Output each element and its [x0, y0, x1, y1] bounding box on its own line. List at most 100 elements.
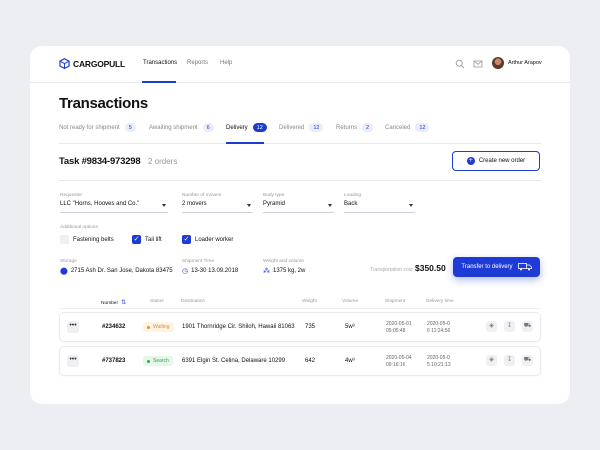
storage-label: Storage — [60, 259, 77, 264]
create-order-button[interactable]: + Create new order — [452, 151, 540, 171]
volume: 5w³ — [345, 324, 355, 330]
body-type-select[interactable]: Pyramid — [263, 201, 334, 213]
user-menu[interactable]: Arthur Arapov — [492, 57, 542, 69]
transfer-to-delivery-button[interactable]: Transfer to delivery — [453, 257, 540, 277]
logo[interactable]: CARGOPULL — [59, 58, 125, 69]
loading-value: Back — [344, 201, 358, 207]
option-fastening-belts[interactable]: Fastening belts — [60, 235, 114, 244]
truck-dispatch-icon[interactable]: ⛟ — [522, 355, 533, 366]
plus-icon: + — [466, 157, 475, 165]
cube-logo-icon — [59, 58, 70, 69]
loading-select[interactable]: Back — [344, 201, 415, 213]
tab-label: Canceled — [385, 124, 411, 131]
body-type-label: Body type — [263, 193, 285, 198]
checkbox-unchecked[interactable] — [60, 235, 69, 244]
weight-volume-text: 1375 kg, 2w — [273, 268, 306, 274]
checkmark-icon[interactable]: ✓ — [132, 235, 141, 244]
destination: 6391 Elgin St. Celina, Delaware 10299 — [182, 358, 286, 364]
tab-awaiting-shipment[interactable]: Awaiting shipment 6 — [149, 123, 214, 132]
tab-label: Delivery — [226, 124, 248, 131]
shipment-date: 2020-05-04 09:16:16 — [386, 355, 412, 368]
main-card: CARGOPULL Transactions Reports Help Arth… — [30, 46, 570, 404]
boxes-icon: ⁂ — [263, 268, 270, 275]
tab-label: Returns — [336, 124, 358, 131]
search-icon[interactable] — [455, 59, 465, 69]
more-options-icon[interactable]: ••• — [67, 321, 79, 333]
requester-label: Requester — [60, 193, 83, 198]
page-title: Transactions — [59, 95, 148, 112]
column-number[interactable]: Number ⇅ — [101, 299, 126, 306]
nav-help[interactable]: Help — [220, 60, 233, 66]
status-text: Search — [153, 358, 169, 364]
tab-count-badge: 2 — [362, 123, 374, 132]
mail-icon[interactable] — [473, 59, 483, 69]
tab-count-badge: 12 — [415, 123, 430, 132]
table-row[interactable]: ••• #234632 Waiting 1901 Thornridge Cir.… — [59, 312, 541, 342]
option-loader-worker[interactable]: ✓ Loader worker — [182, 235, 233, 244]
column-weight: Weight — [302, 299, 317, 304]
weight: 735 — [305, 324, 316, 330]
clock-icon: ◷ — [182, 268, 189, 275]
loading-label: Loading — [344, 193, 362, 198]
download-icon[interactable]: ↧ — [504, 321, 515, 332]
tab-canceled[interactable]: Canceled 12 — [385, 123, 430, 132]
tab-returns[interactable]: Returns 2 — [336, 123, 374, 132]
shipment-date-day: 2020-05-04 — [386, 355, 412, 361]
column-delivery-time: Delivery time — [426, 299, 454, 304]
tab-delivery[interactable]: Delivery 12 — [226, 123, 267, 132]
nav-reports[interactable]: Reports — [187, 60, 209, 66]
option-tail-lift[interactable]: ✓ Tail lift — [132, 235, 162, 244]
status-dot — [147, 325, 150, 329]
top-nav: CARGOPULL Transactions Reports Help Arth… — [30, 46, 570, 83]
download-icon[interactable]: ↧ — [504, 355, 515, 366]
status-text: Waiting — [153, 324, 170, 330]
tab-label: Not ready for shipment — [59, 124, 120, 131]
logo-text: CARGOPULL — [73, 58, 126, 69]
table-header: Number ⇅ Status Destination Weight Volume… — [59, 297, 541, 309]
chevron-down-icon — [409, 204, 413, 207]
movers-select[interactable]: 2 movers — [182, 201, 253, 213]
transfer-label: Transfer to delivery — [461, 264, 513, 270]
status-badge: Waiting — [143, 322, 174, 332]
column-shipment: Shipment — [385, 299, 406, 304]
box-icon[interactable]: ◈ — [486, 355, 497, 366]
weight-volume-label: Weight and volume — [263, 259, 304, 264]
option-label: Fastening belts — [73, 236, 114, 243]
box-icon[interactable]: ◈ — [486, 321, 497, 332]
task-divider — [59, 180, 541, 181]
shipment-date-day: 2020-05-01 — [386, 321, 412, 327]
tab-delivered[interactable]: Delivered 12 — [279, 123, 324, 132]
storage-value: ⬤ 2715 Ash Dr. San Jose, Dakota 83475 — [60, 267, 173, 275]
location-pin-icon: ⬤ — [60, 268, 68, 275]
tab-not-ready[interactable]: Not ready for shipment 5 — [59, 123, 136, 132]
volume: 4w³ — [345, 358, 355, 364]
nav-transactions[interactable]: Transactions — [143, 60, 178, 66]
delivery-date-day: 2020-05-0 — [427, 321, 450, 327]
truck-icon — [517, 263, 532, 271]
avatar — [492, 57, 504, 69]
task-title: Task #9834-973298 — [59, 156, 141, 167]
tab-active-indicator — [226, 142, 264, 144]
tab-count-badge: 12 — [309, 123, 324, 132]
destination: 1901 Thornridge Cir. Shiloh, Hawaii 8106… — [182, 324, 295, 330]
transportation-cost-label: Transportation cost — [370, 267, 413, 273]
more-options-icon[interactable]: ••• — [67, 355, 79, 367]
column-number-label: Number — [101, 301, 119, 306]
truck-dispatch-icon[interactable]: ⛟ — [522, 321, 533, 332]
requester-select[interactable]: LLC "Horns, Hooves and Co." — [60, 201, 168, 213]
requester-value: LLC "Horns, Hooves and Co." — [60, 201, 140, 207]
checkmark-icon[interactable]: ✓ — [182, 235, 191, 244]
tab-count-badge: 5 — [124, 123, 136, 132]
option-label: Loader worker — [195, 236, 234, 243]
user-name: Arthur Arapov — [508, 60, 542, 66]
sort-icon[interactable]: ⇅ — [121, 300, 127, 306]
storage-address: 2715 Ash Dr. San Jose, Dakota 83475 — [70, 268, 173, 274]
table-row[interactable]: ••• #737823 Search 6391 Elgin St. Celina… — [59, 346, 541, 376]
order-number: #234632 — [102, 324, 126, 330]
delivery-date: 2020-05-0 5 10:21:13 — [427, 355, 451, 368]
tab-count-badge: 6 — [202, 123, 214, 132]
body-type-value: Pyramid — [263, 201, 286, 207]
weight-volume-value: ⁂ 1375 kg, 2w — [263, 267, 305, 275]
nav-active-indicator — [142, 81, 176, 83]
shipment-date-time: 09:16:16 — [386, 361, 406, 368]
